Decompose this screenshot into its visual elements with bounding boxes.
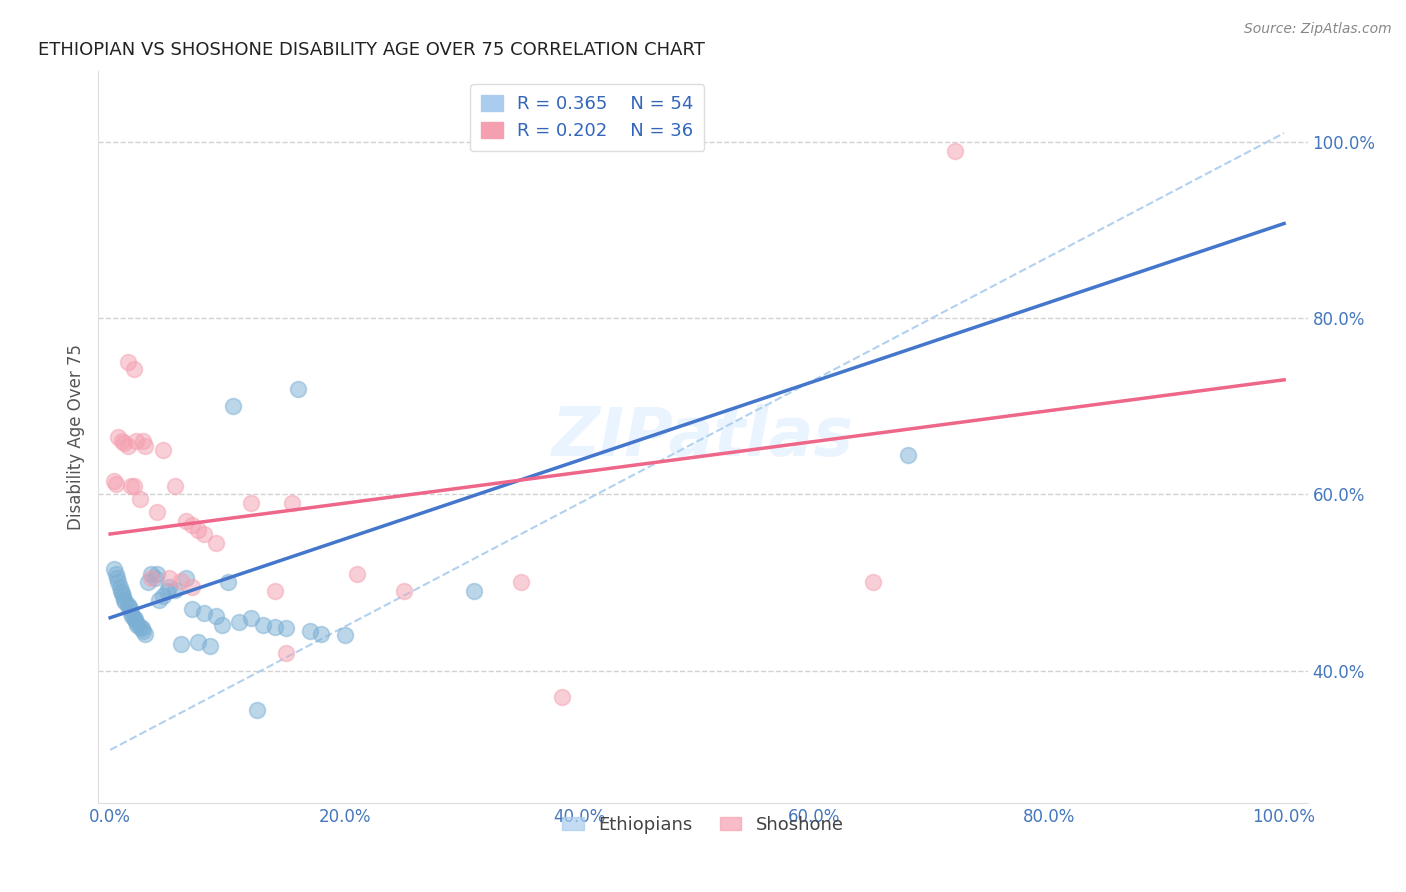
Point [897, 448, 920, 462]
Point [263, 584, 285, 599]
Point [110, 584, 132, 599]
Point [298, 624, 321, 638]
Point [204, 609, 226, 624]
Point [107, 575, 129, 590]
Point [111, 434, 134, 449]
Point [118, 600, 141, 615]
Point [157, 580, 180, 594]
Point [510, 575, 533, 590]
Point [117, 598, 139, 612]
Point [346, 566, 368, 581]
Text: ETHIOPIAN VS SHOSHONE DISABILITY AGE OVER 75 CORRELATION CHART: ETHIOPIAN VS SHOSHONE DISABILITY AGE OVE… [38, 41, 704, 59]
Point [122, 362, 145, 376]
Point [121, 609, 143, 624]
Point [333, 628, 356, 642]
Point [125, 615, 148, 629]
Point [276, 621, 298, 635]
Point [103, 562, 125, 576]
Point [240, 496, 263, 510]
Point [392, 584, 415, 599]
Point [117, 439, 139, 453]
Point [862, 575, 884, 590]
Point [187, 523, 209, 537]
Text: ZIPatlas: ZIPatlas [553, 404, 853, 470]
Point [148, 593, 170, 607]
Point [136, 575, 159, 590]
Point [131, 621, 153, 635]
Point [193, 527, 215, 541]
Point [152, 443, 174, 458]
Point [276, 646, 298, 660]
Point [945, 144, 967, 158]
Point [124, 613, 146, 627]
Point [551, 690, 574, 704]
Point [146, 505, 169, 519]
Point [122, 478, 145, 492]
Point [107, 430, 129, 444]
Point [105, 571, 128, 585]
Point [117, 355, 139, 369]
Point [134, 626, 156, 640]
Point [263, 619, 285, 633]
Point [193, 607, 215, 621]
Point [169, 637, 191, 651]
Point [112, 436, 135, 450]
Point [204, 536, 226, 550]
Point [281, 496, 304, 510]
Point [146, 566, 169, 581]
Point [143, 571, 166, 585]
Point [141, 566, 163, 581]
Point [120, 607, 142, 621]
Point [155, 584, 177, 599]
Point [132, 434, 155, 449]
Point [103, 474, 125, 488]
Point [463, 584, 485, 599]
Point [187, 635, 209, 649]
Point [122, 611, 145, 625]
Point [211, 617, 233, 632]
Point [105, 566, 128, 581]
Point [163, 582, 186, 597]
Point [181, 602, 204, 616]
Point [240, 611, 263, 625]
Point [105, 476, 128, 491]
Legend: Ethiopians, Shoshone: Ethiopians, Shoshone [555, 809, 851, 841]
Point [176, 571, 198, 585]
Point [134, 439, 156, 453]
Point [222, 399, 245, 413]
Point [132, 624, 155, 638]
Point [128, 619, 150, 633]
Point [120, 602, 142, 616]
Point [228, 615, 250, 629]
Point [217, 575, 239, 590]
Text: Source: ZipAtlas.com: Source: ZipAtlas.com [1244, 22, 1392, 37]
Point [181, 580, 204, 594]
Point [112, 593, 135, 607]
Point [120, 478, 142, 492]
Point [114, 595, 136, 609]
Point [125, 434, 148, 449]
Point [176, 514, 198, 528]
Point [246, 703, 269, 717]
Point [181, 518, 204, 533]
Point [127, 617, 149, 632]
Point [141, 571, 163, 585]
Point [163, 478, 186, 492]
Point [128, 491, 150, 506]
Point [112, 589, 135, 603]
Point [252, 617, 274, 632]
Point [111, 586, 134, 600]
Point [287, 382, 309, 396]
Point [311, 626, 333, 640]
Point [198, 639, 221, 653]
Point [108, 580, 131, 594]
Y-axis label: Disability Age Over 75: Disability Age Over 75 [66, 344, 84, 530]
Point [152, 589, 174, 603]
Point [169, 574, 191, 588]
Point [157, 571, 180, 585]
